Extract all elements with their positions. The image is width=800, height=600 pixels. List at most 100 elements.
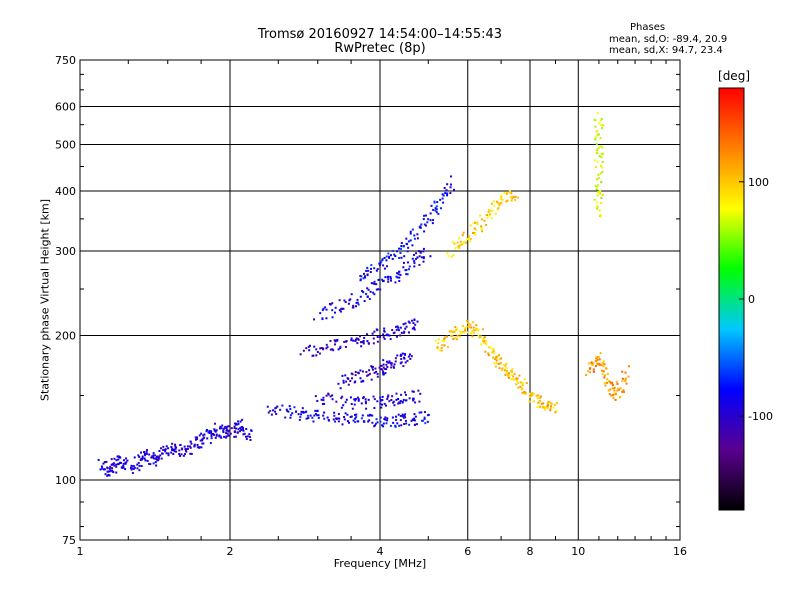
data-point xyxy=(410,355,413,358)
data-point xyxy=(359,335,362,338)
data-point xyxy=(329,348,332,351)
data-point xyxy=(363,300,366,303)
data-point xyxy=(404,419,407,422)
data-point xyxy=(511,197,514,200)
data-point xyxy=(370,264,373,267)
data-point xyxy=(302,349,305,352)
data-point xyxy=(598,363,601,366)
data-point xyxy=(390,279,393,282)
data-point xyxy=(164,450,167,453)
colorbar-tick-label: -100 xyxy=(748,410,773,423)
data-point xyxy=(624,377,627,380)
data-point xyxy=(384,418,387,421)
data-point xyxy=(445,335,448,338)
data-point xyxy=(512,378,515,381)
data-point xyxy=(344,401,347,404)
data-point xyxy=(198,434,201,437)
data-point xyxy=(151,455,154,458)
data-point xyxy=(380,406,383,409)
data-point xyxy=(362,272,365,275)
data-point xyxy=(521,391,524,394)
data-point xyxy=(158,450,161,453)
data-point xyxy=(372,282,375,285)
data-point xyxy=(224,426,227,429)
data-point xyxy=(387,275,390,278)
data-point xyxy=(425,224,428,227)
data-point xyxy=(503,191,506,194)
data-point xyxy=(215,434,218,437)
data-point xyxy=(484,350,487,353)
data-point xyxy=(459,240,462,243)
data-point xyxy=(387,361,390,364)
data-point xyxy=(316,409,319,412)
data-point xyxy=(381,395,384,398)
data-point xyxy=(407,355,410,358)
data-point xyxy=(464,241,467,244)
data-point xyxy=(405,237,408,240)
data-point xyxy=(359,369,362,372)
data-point xyxy=(136,463,139,466)
data-point xyxy=(597,133,600,136)
data-point xyxy=(236,431,239,434)
data-point xyxy=(469,240,472,243)
data-point xyxy=(515,383,518,386)
data-point xyxy=(466,331,469,334)
data-point xyxy=(364,402,367,405)
data-point xyxy=(393,404,396,407)
data-point xyxy=(354,374,357,377)
data-point xyxy=(600,123,603,126)
data-point xyxy=(420,223,423,226)
data-point xyxy=(384,416,387,419)
data-point xyxy=(497,362,500,365)
data-point xyxy=(592,362,595,365)
data-point xyxy=(373,282,376,285)
data-point xyxy=(359,377,362,380)
data-point xyxy=(602,365,605,368)
data-point xyxy=(471,232,474,235)
data-point xyxy=(401,413,404,416)
data-point xyxy=(477,329,480,332)
data-point xyxy=(404,353,407,356)
data-point xyxy=(599,190,602,193)
y-tick-label: 300 xyxy=(55,245,76,258)
data-point xyxy=(138,455,141,458)
data-point xyxy=(411,327,414,330)
data-point xyxy=(383,327,386,330)
data-point xyxy=(367,374,370,377)
data-point xyxy=(593,159,596,162)
data-point xyxy=(547,404,550,407)
data-point xyxy=(390,398,393,401)
data-point xyxy=(599,145,602,148)
data-point xyxy=(321,317,324,320)
colorbar-tick-label: 0 xyxy=(748,293,755,306)
data-point xyxy=(227,430,230,433)
data-point xyxy=(373,267,376,270)
data-point xyxy=(382,264,385,267)
data-point xyxy=(487,210,490,213)
data-point xyxy=(113,457,116,460)
data-point xyxy=(375,328,378,331)
data-point xyxy=(436,346,439,349)
data-point xyxy=(409,232,412,235)
data-point xyxy=(414,401,417,404)
data-point xyxy=(412,322,415,325)
data-point xyxy=(410,419,413,422)
data-point xyxy=(369,290,372,293)
data-point xyxy=(400,361,403,364)
data-point xyxy=(351,306,354,309)
data-point xyxy=(426,414,429,417)
data-point xyxy=(130,464,133,467)
data-point xyxy=(233,426,236,429)
data-point xyxy=(366,340,369,343)
y-tick-label: 500 xyxy=(55,139,76,152)
data-point xyxy=(501,198,504,201)
data-point xyxy=(396,422,399,425)
data-point xyxy=(373,293,376,296)
data-point xyxy=(145,452,148,455)
data-point xyxy=(362,277,365,280)
data-point xyxy=(298,418,301,421)
data-point xyxy=(398,402,401,405)
data-point xyxy=(315,354,318,357)
y-tick-label: 75 xyxy=(62,534,76,547)
data-point xyxy=(287,410,290,413)
